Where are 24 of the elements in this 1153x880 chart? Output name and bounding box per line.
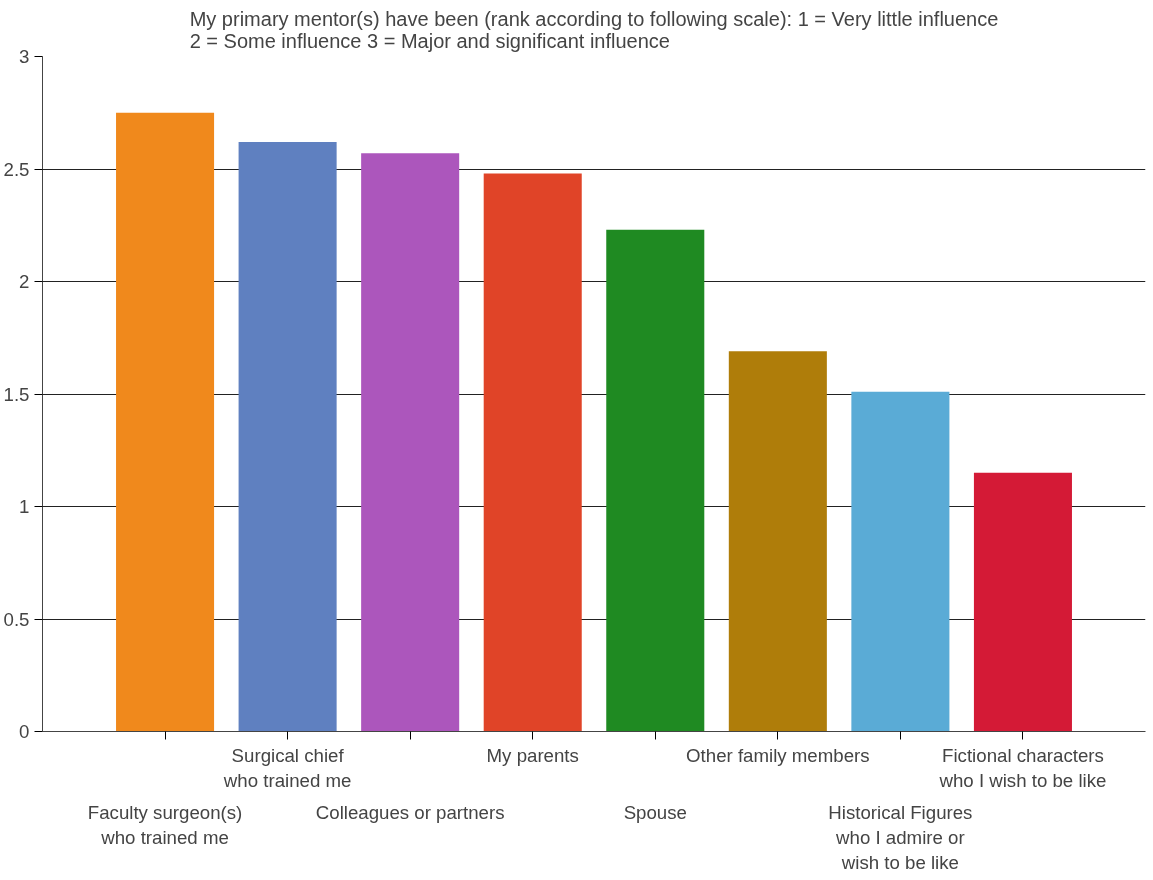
- bar: [973, 472, 1072, 732]
- bar: [606, 229, 705, 732]
- bar: [483, 173, 582, 732]
- x-tick-label: My parents: [486, 744, 579, 766]
- bar: [851, 391, 950, 732]
- bar: [238, 142, 337, 732]
- y-tick-label: 2.5: [3, 158, 30, 180]
- x-tick-label: Historical Figures who I admire or wish to be like: [828, 801, 973, 873]
- y-tick-label: 2: [19, 271, 30, 292]
- x-tick-label: Fictional characters who I wish to be like: [938, 744, 1107, 791]
- y-tick-label: 1: [19, 496, 30, 517]
- chart-title: My primary mentor(s) have been (rank according to following scale): 1 = Very little influence 2 = Some influence 3 = Major and significant influence: [189, 7, 999, 52]
- y-tick-label: 0: [19, 721, 30, 742]
- y-tick-label: 0.5: [3, 608, 30, 630]
- bar: [361, 153, 460, 732]
- y-tick-label: 3: [19, 46, 30, 67]
- bar: [116, 112, 215, 732]
- y-tick-label: 1.5: [3, 383, 30, 405]
- x-tick-label: Spouse: [623, 801, 687, 823]
- bar: [728, 351, 827, 732]
- x-tick-label: Colleagues or partners: [315, 801, 505, 823]
- x-tick-label: Faculty surgeon(s) who trained me: [87, 801, 243, 848]
- x-tick-label: Surgical chief who trained me: [222, 744, 352, 791]
- x-tick-label: Other family members: [686, 744, 870, 766]
